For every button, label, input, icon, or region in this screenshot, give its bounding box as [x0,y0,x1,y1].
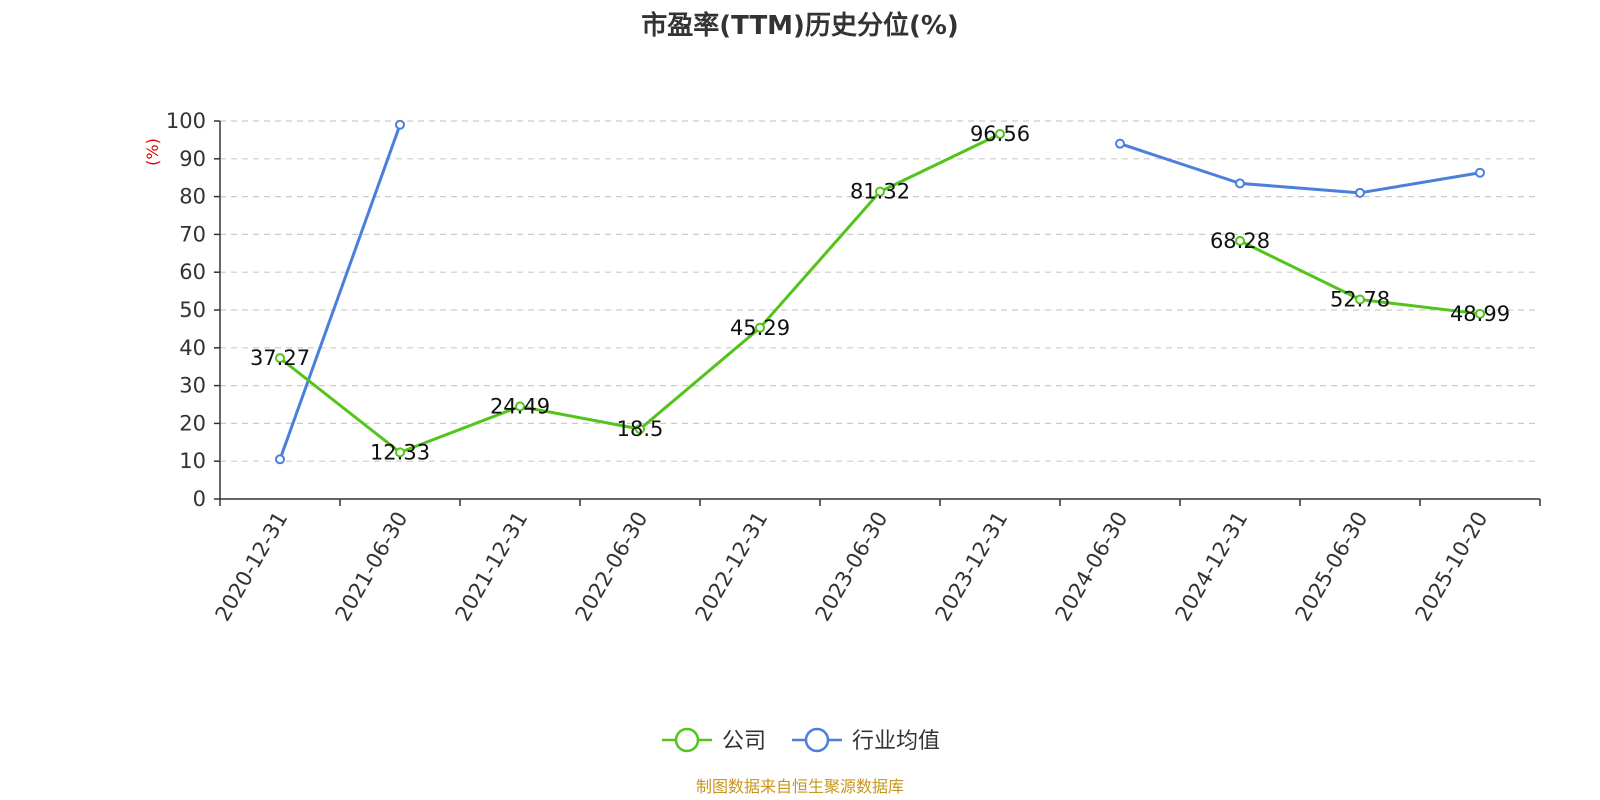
legend-item-0[interactable]: 公司 [662,727,766,754]
x-tick-label: 2020-12-31 [211,508,293,626]
data-label: 18.5 [617,417,664,441]
legend-item-1[interactable]: 行业均值 [792,727,940,754]
y-tick-label: 100 [166,109,206,133]
x-tick-label: 2023-06-30 [811,508,893,626]
data-label: 52.78 [1330,287,1390,311]
data-label: 12.33 [370,440,430,464]
data-label: 24.49 [490,394,550,418]
data-point[interactable] [1475,167,1485,178]
x-tick-label: 2022-06-30 [571,508,653,626]
data-point[interactable] [1235,178,1245,189]
data-point[interactable] [995,129,1005,140]
data-point[interactable] [1475,308,1485,319]
series-line [278,124,402,460]
x-tick-label: 2022-12-31 [691,508,773,626]
data-label: 45.29 [730,316,790,340]
y-tick-label: 30 [179,374,206,398]
source-note: 制图数据来自恒生聚源数据库 [696,777,904,796]
x-tick-label: 2025-06-30 [1291,508,1373,626]
y-tick-label: 50 [179,298,206,322]
grid-lines [220,120,1540,462]
legend-label: 行业均值 [852,729,940,754]
x-tick-label: 2021-06-30 [331,508,413,626]
data-point[interactable] [755,322,765,333]
data-point[interactable] [395,447,405,458]
data-label: 37.27 [250,346,310,370]
x-tick-label: 2023-12-31 [931,508,1013,626]
x-tick-label: 2024-12-31 [1171,508,1253,626]
chart-title: 市盈率(TTM)历史分位(%) [641,10,959,41]
legend-label: 公司 [722,729,766,754]
data-point[interactable] [875,186,885,197]
data-point[interactable] [1355,187,1365,198]
x-tick-label: 2025-10-20 [1411,508,1493,626]
data-point[interactable] [1235,235,1245,246]
data-point[interactable] [1115,138,1125,149]
x-tick-label: 2021-12-31 [451,508,533,626]
data-point[interactable] [515,401,525,412]
y-tick-label: 70 [179,222,206,246]
y-tick-label: 80 [179,185,206,209]
data-label: 81.32 [850,180,910,204]
y-tick-label: 10 [179,449,206,473]
data-point[interactable] [275,454,285,465]
y-tick-label: 20 [179,411,206,435]
y-tick-label: 0 [193,487,206,511]
data-point[interactable] [635,424,645,435]
y-axis-label: (%) [143,138,162,166]
legend-swatch-marker [674,727,700,753]
y-tick-label: 40 [179,336,206,360]
y-tick-label: 60 [179,260,206,284]
data-label: 68.28 [1210,229,1270,253]
series-line [1119,142,1481,195]
series-1 [275,119,1485,465]
y-tick-label: 90 [179,147,206,171]
data-point[interactable] [395,119,405,130]
legend[interactable]: 公司 行业均值 [662,727,940,754]
data-label: 96.56 [970,122,1030,146]
series-0: 37.27 12.33 24.49 18.5 45.29 81.32 96.56 68.28 5… [250,122,1510,464]
data-point[interactable] [275,353,285,364]
data-point[interactable] [1355,294,1365,305]
series-layer: 37.27 12.33 24.49 18.5 45.29 81.32 96.56 68.28 5… [250,119,1510,465]
x-tick-label: 2024-06-30 [1051,508,1133,626]
data-label: 48.99 [1450,302,1510,326]
legend-swatch-marker [804,727,830,753]
